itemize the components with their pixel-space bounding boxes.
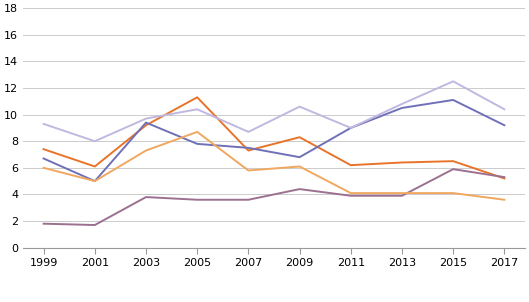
Saarland: [296, 135, 303, 139]
Rheinland-Pfalz: [92, 179, 98, 183]
Lorraine: [92, 179, 98, 183]
Luxembourg: [296, 187, 303, 191]
Rheinland-Pfalz: [40, 166, 47, 170]
Lorraine: [399, 106, 405, 110]
Line: Rheinland-Pfalz: Rheinland-Pfalz: [43, 132, 504, 200]
Luxembourg: [399, 194, 405, 198]
Luxembourg: [40, 222, 47, 226]
Saarland: [143, 124, 149, 127]
Saarland: [399, 161, 405, 164]
Wallonie: [245, 130, 252, 134]
Wallonie: [399, 102, 405, 106]
Saarland: [194, 95, 200, 99]
Rheinland-Pfalz: [143, 149, 149, 152]
Rheinland-Pfalz: [194, 130, 200, 134]
Lorraine: [245, 146, 252, 150]
Lorraine: [194, 142, 200, 146]
Wallonie: [194, 108, 200, 111]
Luxembourg: [92, 223, 98, 227]
Saarland: [245, 149, 252, 152]
Rheinland-Pfalz: [245, 169, 252, 172]
Wallonie: [92, 140, 98, 143]
Luxembourg: [348, 194, 354, 198]
Saarland: [348, 163, 354, 167]
Saarland: [92, 165, 98, 168]
Wallonie: [501, 108, 507, 111]
Luxembourg: [501, 175, 507, 179]
Lorraine: [450, 98, 457, 102]
Luxembourg: [450, 167, 457, 171]
Rheinland-Pfalz: [399, 191, 405, 195]
Rheinland-Pfalz: [296, 165, 303, 168]
Luxembourg: [143, 195, 149, 199]
Line: Luxembourg: Luxembourg: [43, 169, 504, 225]
Line: Lorraine: Lorraine: [43, 100, 504, 181]
Saarland: [450, 159, 457, 163]
Lorraine: [40, 157, 47, 160]
Rheinland-Pfalz: [501, 198, 507, 201]
Lorraine: [296, 155, 303, 159]
Wallonie: [296, 105, 303, 108]
Lorraine: [501, 124, 507, 127]
Lorraine: [348, 126, 354, 130]
Wallonie: [450, 79, 457, 83]
Luxembourg: [194, 198, 200, 201]
Wallonie: [348, 126, 354, 130]
Line: Saarland: Saarland: [43, 97, 504, 178]
Wallonie: [40, 122, 47, 126]
Saarland: [40, 147, 47, 151]
Luxembourg: [245, 198, 252, 201]
Wallonie: [143, 117, 149, 120]
Lorraine: [143, 121, 149, 124]
Saarland: [501, 177, 507, 180]
Rheinland-Pfalz: [450, 191, 457, 195]
Legend: Saarland, Lorraine, Luxembourg, Rheinland-Pfalz, Wallonie: Saarland, Lorraine, Luxembourg, Rheinlan…: [69, 300, 479, 302]
Rheinland-Pfalz: [348, 191, 354, 195]
Line: Wallonie: Wallonie: [43, 81, 504, 141]
